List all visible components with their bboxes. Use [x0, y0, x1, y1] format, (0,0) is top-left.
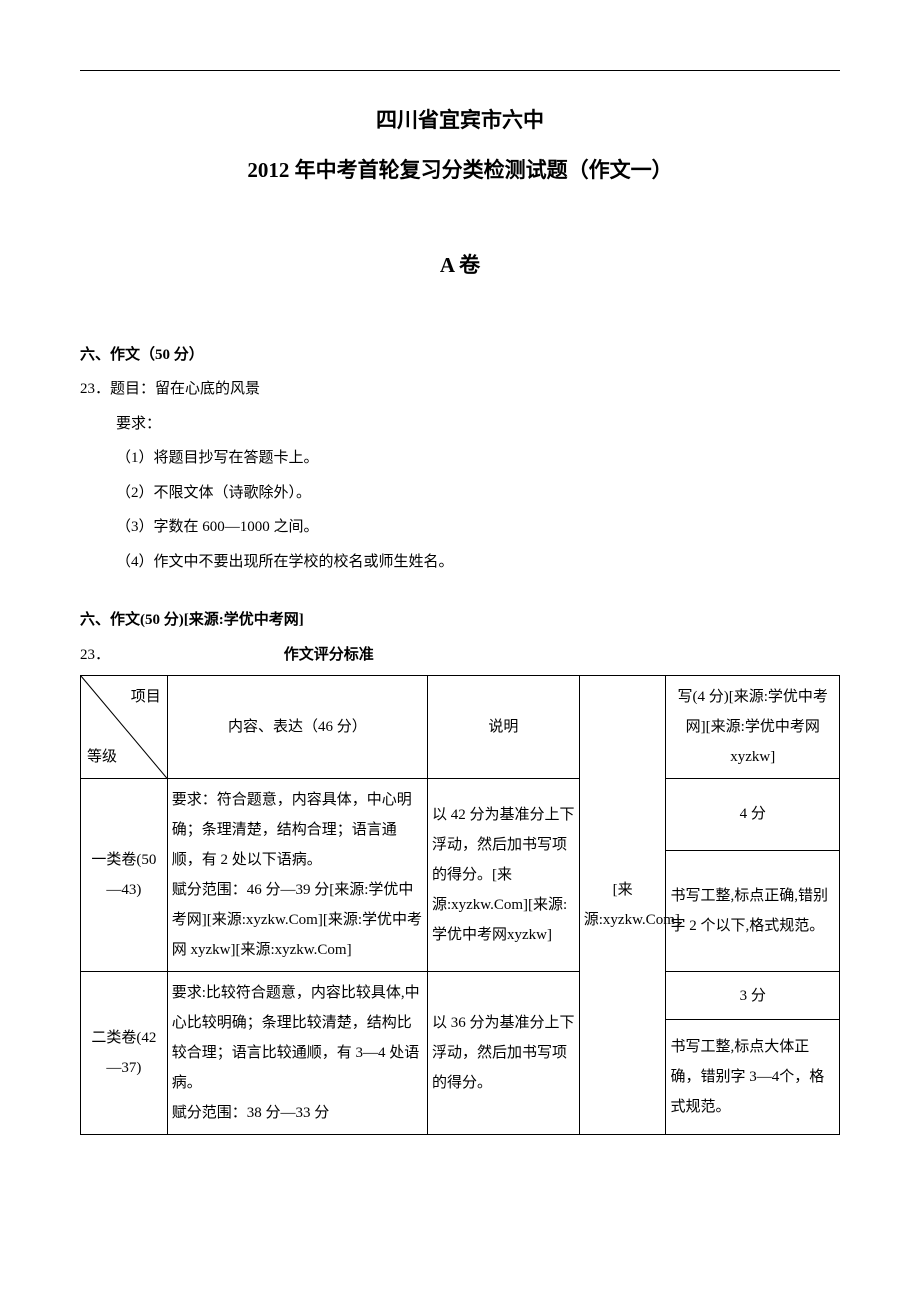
row2-score: 3 分 [666, 972, 840, 1020]
row2-level: 二类卷(42—37) [81, 972, 168, 1135]
row2-content: 要求:比较符合题意，内容比较具体,中心比较明确；条理比较清楚，结构比较合理；语言… [167, 972, 427, 1135]
top-rule [80, 70, 840, 71]
requirements-label: 要求： [80, 410, 840, 439]
header-content: 内容、表达（46 分） [167, 676, 427, 779]
doc-subtitle: 2012 年中考首轮复习分类检测试题（作文一） [80, 151, 840, 191]
header-diag-bottom: 等级 [87, 742, 117, 772]
section-heading-b: 六、作文(50 分)[来源:学优中考网] [80, 606, 840, 635]
row1-desc: 以 42 分为基准分上下浮动，然后加书写项的得分。[来源:xyzkw.Com][… [427, 779, 579, 972]
row2-desc: 以 36 分为基准分上下浮动，然后加书写项的得分。 [427, 972, 579, 1135]
requirement-4: （4）作文中不要出现所在学校的校名或师生姓名。 [80, 548, 840, 577]
school-title: 四川省宜宾市六中 [80, 101, 840, 141]
row1-score: 4 分 [666, 779, 840, 851]
header-desc: 说明 [427, 676, 579, 779]
row1-content: 要求：符合题意，内容具体，中心明确；条理清楚，结构合理；语言通顺，有 2 处以下… [167, 779, 427, 972]
section-letter: A 卷 [80, 246, 840, 286]
row1-write: 书写工整,标点正确,错别字 2 个以下,格式规范。 [666, 850, 840, 971]
row2-write: 书写工整,标点大体正确，错别字 3—4个，格式规范。 [666, 1020, 840, 1135]
requirement-2: （2）不限文体（诗歌除外）。 [80, 479, 840, 508]
table-row-2a: 二类卷(42—37) 要求:比较符合题意，内容比较具体,中心比较明确；条理比较清… [81, 972, 840, 1020]
caption-number: 23． [80, 641, 280, 670]
source-column: [来源:xyzkw.Com] [579, 676, 666, 1135]
row1-level: 一类卷(50—43) [81, 779, 168, 972]
section-heading-a: 六、作文（50 分） [80, 341, 840, 370]
table-header-row: 项目 等级 内容、表达（46 分） 说明 [来源:xyzkw.Com] 写(4 … [81, 676, 840, 779]
diagonal-header-cell: 项目 等级 [81, 676, 168, 779]
caption-text: 作文评分标准 [284, 647, 374, 663]
question-title: 23．题目：留在心底的风景 [80, 375, 840, 404]
requirement-3: （3）字数在 600—1000 之间。 [80, 513, 840, 542]
table-row-1a: 一类卷(50—43) 要求：符合题意，内容具体，中心明确；条理清楚，结构合理；语… [81, 779, 840, 851]
scoring-table: 项目 等级 内容、表达（46 分） 说明 [来源:xyzkw.Com] 写(4 … [80, 675, 840, 1135]
header-diag-top: 项目 [131, 682, 161, 712]
header-write: 写(4 分)[来源:学优中考网][来源:学优中考网 xyzkw] [666, 676, 840, 779]
table-caption: 23． 作文评分标准 [80, 641, 840, 670]
requirement-1: （1）将题目抄写在答题卡上。 [80, 444, 840, 473]
